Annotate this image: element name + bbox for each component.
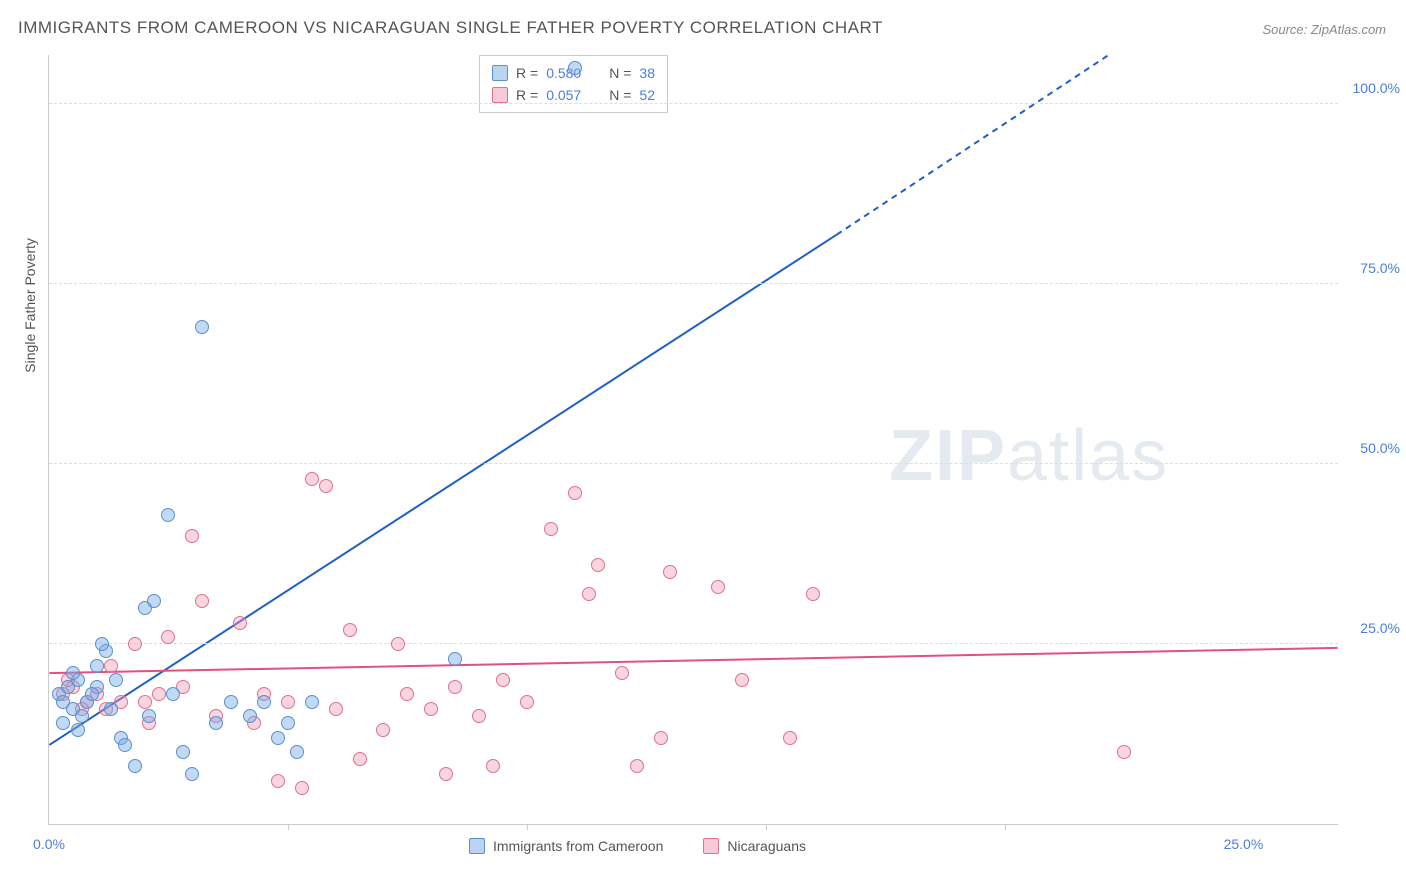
gridline — [49, 463, 1338, 464]
data-point — [243, 709, 257, 723]
gridline — [49, 643, 1338, 644]
data-point — [591, 558, 605, 572]
data-point — [582, 587, 596, 601]
data-point — [806, 587, 820, 601]
data-point — [224, 695, 238, 709]
data-point — [271, 774, 285, 788]
data-point — [568, 486, 582, 500]
legend-swatch — [469, 838, 485, 854]
scatter-chart: ZIPatlas R =0.580N =38R =0.057N =52 Immi… — [48, 55, 1338, 825]
data-point — [85, 687, 99, 701]
data-point — [71, 723, 85, 737]
x-tick — [1005, 824, 1006, 830]
y-tick-label: 75.0% — [1360, 260, 1400, 276]
legend-item: Nicaraguans — [703, 838, 806, 854]
data-point — [233, 616, 247, 630]
data-point — [496, 673, 510, 687]
data-point — [424, 702, 438, 716]
data-point — [118, 738, 132, 752]
data-point — [128, 637, 142, 651]
x-tick — [288, 824, 289, 830]
data-point — [654, 731, 668, 745]
data-point — [104, 659, 118, 673]
data-point — [166, 687, 180, 701]
data-point — [90, 659, 104, 673]
x-tick — [766, 824, 767, 830]
data-point — [391, 637, 405, 651]
data-point — [329, 702, 343, 716]
data-point — [439, 767, 453, 781]
data-point — [544, 522, 558, 536]
data-point — [257, 695, 271, 709]
chart-title: IMMIGRANTS FROM CAMEROON VS NICARAGUAN S… — [18, 18, 883, 38]
series-legend: Immigrants from Cameroon Nicaraguans — [469, 838, 806, 854]
data-point — [376, 723, 390, 737]
data-point — [630, 759, 644, 773]
data-point — [128, 759, 142, 773]
y-tick-label: 100.0% — [1353, 80, 1400, 96]
data-point — [104, 702, 118, 716]
source-attribution: Source: ZipAtlas.com — [1262, 22, 1386, 37]
data-point — [95, 637, 109, 651]
gridline — [49, 103, 1338, 104]
data-point — [195, 594, 209, 608]
n-value: 38 — [639, 62, 655, 84]
data-point — [343, 623, 357, 637]
legend-swatch — [703, 838, 719, 854]
data-point — [109, 673, 123, 687]
x-tick-label: 0.0% — [33, 836, 65, 852]
data-point — [161, 630, 175, 644]
data-point — [520, 695, 534, 709]
data-point — [142, 709, 156, 723]
data-point — [448, 680, 462, 694]
x-tick-label: 25.0% — [1224, 836, 1264, 852]
data-point — [305, 695, 319, 709]
legend-item: Immigrants from Cameroon — [469, 838, 663, 854]
data-point — [185, 767, 199, 781]
y-tick-label: 25.0% — [1360, 620, 1400, 636]
legend-swatch — [492, 65, 508, 81]
legend-label: Immigrants from Cameroon — [493, 838, 663, 854]
gridline — [49, 283, 1338, 284]
data-point — [185, 529, 199, 543]
y-tick-label: 50.0% — [1360, 440, 1400, 456]
data-point — [472, 709, 486, 723]
data-point — [319, 479, 333, 493]
data-point — [353, 752, 367, 766]
data-point — [783, 731, 797, 745]
data-point — [138, 695, 152, 709]
data-point — [1117, 745, 1131, 759]
data-point — [663, 565, 677, 579]
data-point — [66, 666, 80, 680]
data-point — [56, 716, 70, 730]
n-label: N = — [609, 62, 631, 84]
data-point — [281, 695, 295, 709]
data-point — [209, 716, 223, 730]
data-point — [271, 731, 285, 745]
data-point — [305, 472, 319, 486]
x-tick — [527, 824, 528, 830]
data-point — [448, 652, 462, 666]
data-point — [161, 508, 175, 522]
data-point — [152, 687, 166, 701]
data-point — [711, 580, 725, 594]
legend-label: Nicaraguans — [727, 838, 806, 854]
r-label: R = — [516, 62, 538, 84]
data-point — [195, 320, 209, 334]
data-point — [295, 781, 309, 795]
data-point — [281, 716, 295, 730]
legend-swatch — [492, 87, 508, 103]
data-point — [486, 759, 500, 773]
data-point — [147, 594, 161, 608]
watermark-text: ZIPatlas — [889, 415, 1169, 497]
data-point — [615, 666, 629, 680]
data-point — [290, 745, 304, 759]
trend-lines-layer — [49, 55, 1338, 824]
data-point — [75, 709, 89, 723]
y-axis-label: Single Father Poverty — [22, 238, 38, 373]
data-point — [176, 745, 190, 759]
data-point — [400, 687, 414, 701]
data-point — [568, 61, 582, 75]
data-point — [735, 673, 749, 687]
